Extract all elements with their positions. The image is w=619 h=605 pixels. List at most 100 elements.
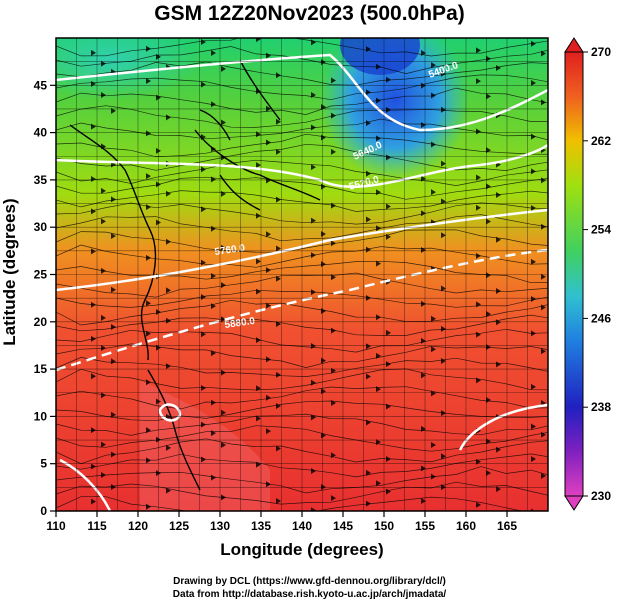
streamline — [56, 87, 548, 115]
streamline — [56, 190, 548, 212]
streamline-arrow — [166, 363, 171, 370]
streamline-arrow — [531, 79, 536, 86]
streamline — [56, 357, 548, 377]
streamline-arrow — [91, 463, 96, 470]
y-tick-label: 30 — [34, 220, 48, 234]
streamline-arrow — [476, 458, 481, 465]
coastlines — [69, 59, 321, 491]
streamline-arrow — [421, 425, 426, 432]
streamline — [56, 299, 548, 326]
streamline-arrow — [376, 135, 381, 142]
streamline-arrow — [111, 358, 116, 365]
colorbar-tick-label: 246 — [591, 311, 611, 325]
streamline-arrow — [421, 337, 426, 344]
colorbar-tick-label: 262 — [591, 134, 611, 148]
streamline-arrow — [311, 507, 316, 511]
streamline-arrow — [276, 148, 281, 155]
streamline — [56, 105, 548, 128]
streamline-arrow — [266, 356, 271, 363]
streamline-arrow — [146, 130, 151, 137]
streamline-arrow — [146, 427, 151, 434]
streamline-arrow — [376, 225, 381, 232]
streamline-arrow — [421, 300, 426, 307]
streamline-arrow — [431, 92, 436, 99]
streamline-arrow — [276, 445, 281, 452]
colorbar-top-arrow — [564, 37, 584, 53]
streamline-arrow — [421, 247, 426, 254]
colorbar-scale — [564, 51, 584, 497]
streamline-arrow — [311, 289, 316, 296]
contour-label-5760: 5760.0 — [214, 243, 246, 258]
streamline-arrow — [266, 231, 271, 238]
colorbar-tick-label: 270 — [591, 45, 611, 59]
streamline-arrow — [476, 377, 481, 384]
colorbar-bottom-arrow — [564, 495, 584, 511]
streamline-arrow — [496, 236, 501, 243]
credit-drawing: Drawing by DCL (https://www.gfd-dennou.o… — [173, 576, 446, 587]
streamline — [56, 314, 548, 336]
streamline-arrow — [376, 439, 381, 446]
streamline-arrow — [91, 208, 96, 215]
streamline-arrow — [111, 286, 116, 293]
streamline-arrow — [266, 267, 271, 274]
streamline — [56, 133, 548, 158]
y-tick-label: 5 — [40, 457, 47, 471]
streamline-arrow — [256, 461, 261, 468]
streamline-arrow — [486, 93, 491, 100]
streamline — [56, 61, 548, 86]
streamline-arrow — [221, 369, 226, 376]
y-tick-label: 15 — [34, 362, 48, 376]
streamline-arrow — [441, 70, 446, 77]
streamline-arrow — [331, 274, 336, 281]
streamline-arrow — [201, 293, 206, 300]
streamline-arrow — [376, 386, 381, 393]
streamline-arrow — [486, 310, 491, 317]
streamline-arrow — [386, 76, 391, 83]
colorbar-tick-label: 230 — [591, 489, 611, 503]
streamline — [56, 272, 548, 298]
streamline-arrow — [256, 38, 261, 43]
streamline-arrow — [441, 106, 446, 113]
streamline — [56, 244, 548, 268]
streamline-arrow — [311, 467, 316, 474]
colorbar: 230 238 246 254 262 270 — [564, 37, 611, 511]
streamline-arrow — [366, 469, 371, 476]
streamline-arrow — [201, 259, 206, 266]
streamline-arrow — [331, 452, 336, 459]
y-tick-label: 0 — [40, 504, 47, 518]
streamline-arrow — [431, 390, 436, 397]
streamline-arrow — [101, 267, 106, 274]
streamline-arrow — [101, 187, 106, 194]
streamline-arrow — [441, 160, 446, 167]
streamline-arrow — [256, 385, 261, 392]
streamline-arrow — [431, 189, 436, 196]
streamline-arrow — [496, 64, 501, 71]
streamline-arrow — [376, 480, 381, 487]
streamline-arrow — [91, 301, 96, 308]
x-axis: 110 115 120 125 130 135 140 145 150 155 160 165 — [46, 511, 517, 533]
streamline-arrow — [311, 342, 316, 349]
streamline-arrow — [221, 119, 226, 126]
streamline-arrow — [101, 218, 106, 225]
streamline-arrow — [311, 252, 316, 259]
streamline-arrow — [331, 327, 336, 334]
streamline-arrow — [386, 403, 391, 410]
streamline-arrow — [486, 470, 491, 477]
streamline — [56, 453, 548, 478]
streamline-arrow — [331, 400, 336, 407]
x-tick-label: 140 — [292, 519, 312, 533]
streamline-arrow — [311, 379, 316, 386]
streamline-arrow — [266, 139, 271, 146]
streamline — [56, 229, 548, 253]
streamline-arrow — [541, 348, 546, 355]
streamline — [56, 74, 548, 101]
streamline-arrow — [376, 314, 381, 321]
streamline-arrow — [476, 501, 481, 508]
x-tick-label: 120 — [128, 519, 148, 533]
streamline-arrow — [111, 451, 116, 458]
streamline-arrow — [166, 238, 171, 245]
streamline-arrow — [476, 78, 481, 85]
streamline-arrow — [476, 204, 481, 211]
streamline-arrow — [541, 50, 546, 57]
streamline — [56, 368, 548, 391]
